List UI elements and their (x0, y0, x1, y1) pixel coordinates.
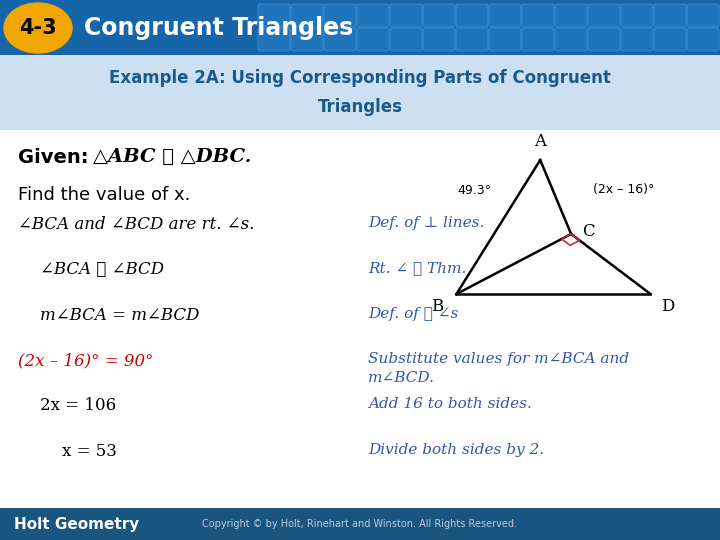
FancyBboxPatch shape (357, 28, 389, 51)
FancyBboxPatch shape (654, 28, 686, 51)
Text: (2x – 16)°: (2x – 16)° (593, 184, 654, 197)
Text: x = 53: x = 53 (62, 443, 117, 460)
FancyBboxPatch shape (522, 28, 554, 51)
Text: m∠BCA = m∠BCD: m∠BCA = m∠BCD (40, 307, 199, 323)
Ellipse shape (4, 3, 72, 53)
FancyBboxPatch shape (687, 4, 719, 27)
FancyBboxPatch shape (291, 4, 323, 27)
FancyBboxPatch shape (654, 4, 686, 27)
FancyBboxPatch shape (456, 4, 488, 27)
FancyBboxPatch shape (621, 28, 653, 51)
FancyBboxPatch shape (555, 4, 587, 27)
FancyBboxPatch shape (555, 28, 587, 51)
Text: Congruent Triangles: Congruent Triangles (84, 16, 354, 40)
Text: 2x = 106: 2x = 106 (40, 397, 116, 414)
Text: Def. of ≅ ∠s: Def. of ≅ ∠s (368, 307, 459, 321)
FancyBboxPatch shape (390, 28, 422, 51)
Text: B: B (431, 298, 444, 315)
Text: ∠BCA ≅ ∠BCD: ∠BCA ≅ ∠BCD (40, 261, 164, 278)
FancyBboxPatch shape (258, 4, 290, 27)
Text: ∠BCA and ∠BCD are rt. ∠s.: ∠BCA and ∠BCD are rt. ∠s. (18, 216, 254, 233)
Text: Holt Geometry: Holt Geometry (14, 516, 139, 531)
Text: Rt. ∠ ≅ Thm.: Rt. ∠ ≅ Thm. (368, 261, 467, 275)
Text: 4-3: 4-3 (19, 18, 57, 38)
FancyBboxPatch shape (324, 4, 356, 27)
FancyBboxPatch shape (522, 4, 554, 27)
Text: Copyright © by Holt, Rinehart and Winston. All Rights Reserved.: Copyright © by Holt, Rinehart and Winsto… (202, 519, 518, 529)
FancyBboxPatch shape (588, 28, 620, 51)
Text: Find the value of x.: Find the value of x. (18, 186, 190, 204)
Text: D: D (662, 298, 675, 315)
Text: Substitute values for m∠BCA and
m∠BCD.: Substitute values for m∠BCA and m∠BCD. (368, 352, 629, 386)
Text: Def. of ⊥ lines.: Def. of ⊥ lines. (368, 216, 485, 230)
Text: Given:: Given: (18, 148, 95, 167)
Text: △ABC ≅ △DBC.: △ABC ≅ △DBC. (93, 148, 251, 166)
FancyBboxPatch shape (357, 4, 389, 27)
Text: (2x – 16)° = 90°: (2x – 16)° = 90° (18, 352, 153, 369)
FancyBboxPatch shape (423, 4, 455, 27)
FancyBboxPatch shape (324, 28, 356, 51)
FancyBboxPatch shape (258, 28, 290, 51)
Text: C: C (582, 224, 595, 240)
Text: Triangles: Triangles (318, 98, 402, 116)
FancyBboxPatch shape (489, 4, 521, 27)
Text: Divide both sides by 2.: Divide both sides by 2. (368, 443, 544, 457)
FancyBboxPatch shape (390, 4, 422, 27)
FancyBboxPatch shape (687, 28, 719, 51)
FancyBboxPatch shape (423, 28, 455, 51)
FancyBboxPatch shape (588, 4, 620, 27)
Text: A: A (534, 133, 546, 150)
FancyBboxPatch shape (489, 28, 521, 51)
Text: Add 16 to both sides.: Add 16 to both sides. (368, 397, 532, 411)
Text: Example 2A: Using Corresponding Parts of Congruent: Example 2A: Using Corresponding Parts of… (109, 69, 611, 87)
FancyBboxPatch shape (291, 28, 323, 51)
FancyBboxPatch shape (621, 4, 653, 27)
Text: 49.3°: 49.3° (458, 184, 492, 197)
FancyBboxPatch shape (456, 28, 488, 51)
